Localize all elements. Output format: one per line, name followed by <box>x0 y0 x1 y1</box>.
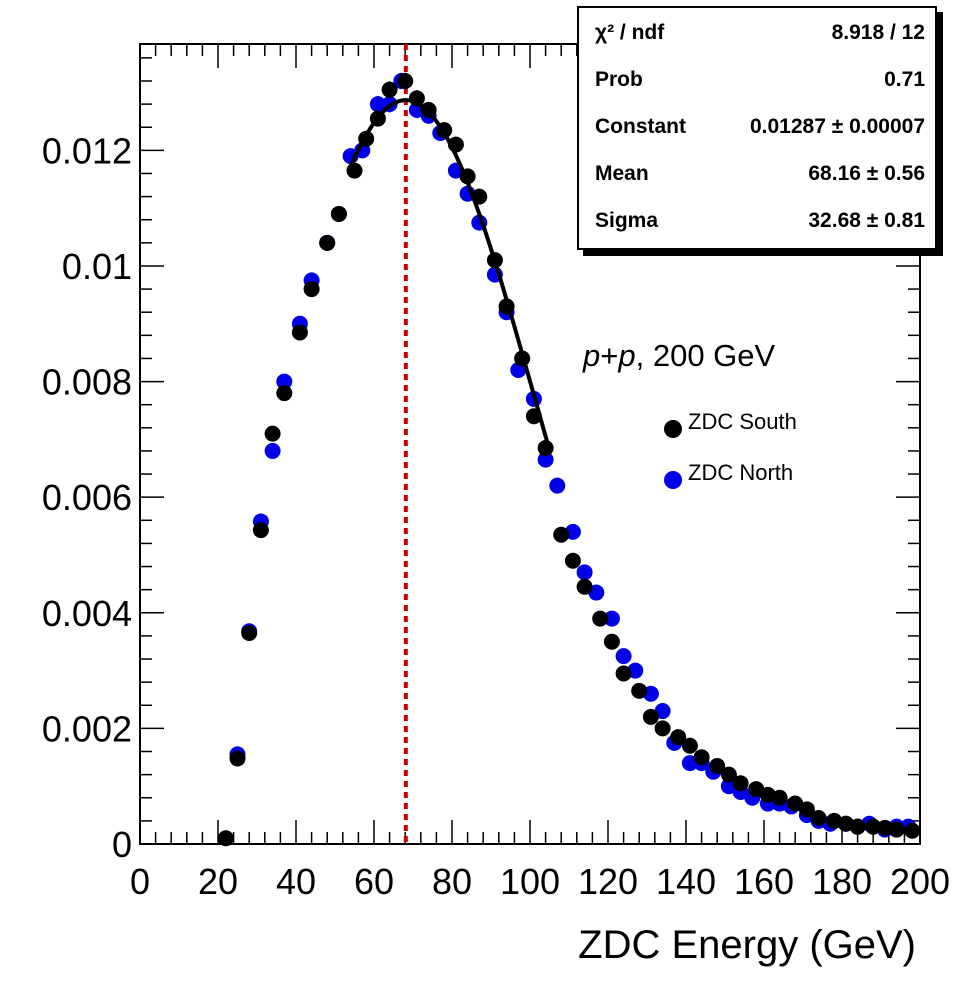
data-point <box>888 821 905 838</box>
data-point <box>681 737 698 754</box>
x-tick-label: 80 <box>432 861 472 902</box>
y-tick-labels: 0 0.002 0.004 0.006 0.008 0.01 0.012 <box>42 130 132 865</box>
data-point <box>537 451 554 468</box>
data-point <box>615 665 632 682</box>
x-tick-label: 200 <box>890 861 950 902</box>
annotation-rest: , 200 GeV <box>635 338 776 373</box>
data-point <box>252 522 269 539</box>
data-point <box>369 96 386 113</box>
data-point <box>615 648 632 665</box>
x-tick-label: 140 <box>656 861 716 902</box>
x-tick-label: 40 <box>276 861 316 902</box>
data-point <box>346 162 363 179</box>
data-point <box>229 750 246 767</box>
gaussian-fit-curve <box>348 98 552 451</box>
collision-annotation: p+p, 200 GeV <box>583 338 775 374</box>
x-tick-label: 180 <box>812 861 872 902</box>
data-point <box>276 373 293 390</box>
data-point <box>553 526 570 543</box>
stats-row-chi2: χ² / ndf 8.918 / 12 <box>595 21 925 61</box>
data-point <box>381 81 398 98</box>
x-axis-title: ZDC Energy (GeV) <box>578 923 916 967</box>
data-point <box>330 205 347 222</box>
y-tick-label: 0 <box>112 824 132 865</box>
data-point <box>865 818 882 835</box>
data-point <box>264 442 281 459</box>
fit-stats-box: χ² / ndf 8.918 / 12 Prob 0.71 Constant 0… <box>577 6 937 250</box>
legend-marker-north <box>664 471 682 489</box>
x-tick-label: 0 <box>130 861 150 902</box>
stats-row-prob: Prob 0.71 <box>595 68 925 108</box>
data-point <box>576 578 593 595</box>
data-point <box>241 625 258 642</box>
data-point <box>217 830 234 847</box>
data-point <box>291 324 308 341</box>
stats-value: 68.16 ± 0.56 <box>808 162 925 185</box>
legend-marker-south <box>664 420 682 438</box>
y-tick-label: 0.002 <box>42 708 132 749</box>
x-tick-label: 160 <box>734 861 794 902</box>
stats-key: Mean <box>595 162 649 185</box>
stats-key: χ² / ndf <box>595 21 665 44</box>
annotation-p2: p <box>618 338 636 373</box>
stats-row-mean: Mean 68.16 ± 0.56 <box>595 162 925 202</box>
data-point <box>876 819 893 836</box>
data-point <box>276 385 293 402</box>
data-point <box>319 234 336 251</box>
x-tick-label: 20 <box>198 861 238 902</box>
data-point <box>771 789 788 806</box>
data-point <box>592 610 609 627</box>
data-point <box>670 729 687 746</box>
y-tick-label: 0.012 <box>42 130 132 171</box>
data-point <box>549 477 566 494</box>
data-point <box>564 552 581 569</box>
legend-label-north: ZDC North <box>688 460 794 485</box>
data-point <box>709 757 726 774</box>
data-point <box>576 564 593 581</box>
stats-value: 8.918 / 12 <box>831 21 925 44</box>
x-tick-label: 60 <box>354 861 394 902</box>
data-point <box>654 720 671 737</box>
data-point <box>798 801 815 818</box>
y-tick-label: 0.01 <box>62 246 132 287</box>
x-tick-label: 100 <box>500 861 560 902</box>
data-point <box>397 72 414 89</box>
data-point <box>642 708 659 725</box>
annotation-plus: + <box>600 338 619 373</box>
legend-label-south: ZDC South <box>688 409 797 434</box>
data-point <box>693 749 710 766</box>
stats-value: 32.68 ± 0.81 <box>808 209 925 232</box>
stats-key: Prob <box>595 68 643 91</box>
data-point <box>810 809 827 826</box>
data-point <box>603 633 620 650</box>
y-tick-label: 0.006 <box>42 477 132 518</box>
data-point <box>904 822 921 839</box>
annotation-p1: p <box>583 338 601 373</box>
data-point <box>303 281 320 298</box>
stats-value: 0.71 <box>884 68 925 91</box>
stats-value: 0.01287 ± 0.00007 <box>749 115 925 138</box>
data-point <box>631 682 648 699</box>
stats-key: Sigma <box>595 209 659 232</box>
data-point <box>732 775 749 792</box>
stats-row-constant: Constant 0.01287 ± 0.00007 <box>595 115 925 155</box>
x-tick-label: 120 <box>578 861 638 902</box>
data-point <box>720 766 737 783</box>
y-tick-label: 0.004 <box>42 593 132 634</box>
x-tick-labels: 0 20 40 60 80 100 120 140 160 180 200 <box>130 861 950 902</box>
stats-key: Constant <box>595 115 686 138</box>
data-point <box>849 818 866 835</box>
stats-row-sigma: Sigma 32.68 ± 0.81 <box>595 209 925 249</box>
data-point <box>603 610 620 627</box>
y-tick-label: 0.008 <box>42 362 132 403</box>
data-point <box>264 425 281 442</box>
